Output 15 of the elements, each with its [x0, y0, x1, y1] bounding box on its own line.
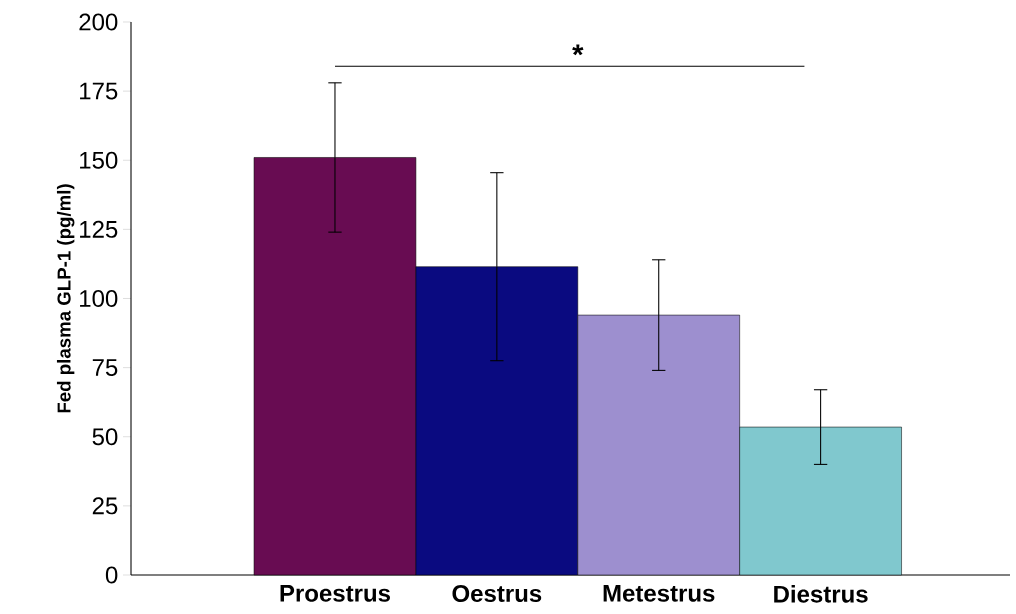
- y-tick-label: 0: [105, 566, 118, 584]
- y-axis-title: Fed plasma GLP-1 (pg/ml): [56, 184, 75, 413]
- y-tick-label: 125: [80, 220, 118, 238]
- y-tick-label: 50: [92, 428, 118, 446]
- y-tick-label: 100: [80, 289, 118, 307]
- y-tick-label: 175: [80, 82, 118, 100]
- x-tick-label: Diestrus: [774, 585, 868, 603]
- x-tick-label: Proestrus: [280, 585, 390, 602]
- y-tick-label: 150: [80, 151, 118, 169]
- annotation: *: [572, 44, 584, 56]
- y-tick-label: 200: [79, 13, 118, 31]
- x-tick-label: Metestrus: [603, 585, 715, 602]
- y-tick-label: 75: [92, 359, 118, 376]
- y-tick-label: 25: [92, 497, 118, 515]
- x-tick-label: Oestrus: [452, 585, 542, 603]
